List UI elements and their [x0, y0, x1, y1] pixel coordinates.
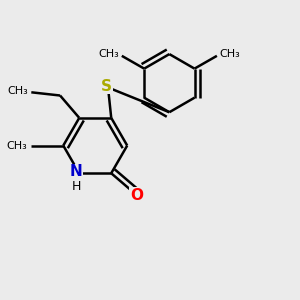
Text: CH₃: CH₃: [6, 141, 27, 151]
Text: CH₃: CH₃: [8, 86, 29, 96]
Text: N: N: [70, 164, 83, 179]
Text: CH₃: CH₃: [98, 50, 119, 59]
Text: S: S: [101, 79, 112, 94]
Text: H: H: [72, 180, 81, 193]
Text: O: O: [130, 188, 143, 203]
Text: CH₃: CH₃: [220, 50, 241, 59]
